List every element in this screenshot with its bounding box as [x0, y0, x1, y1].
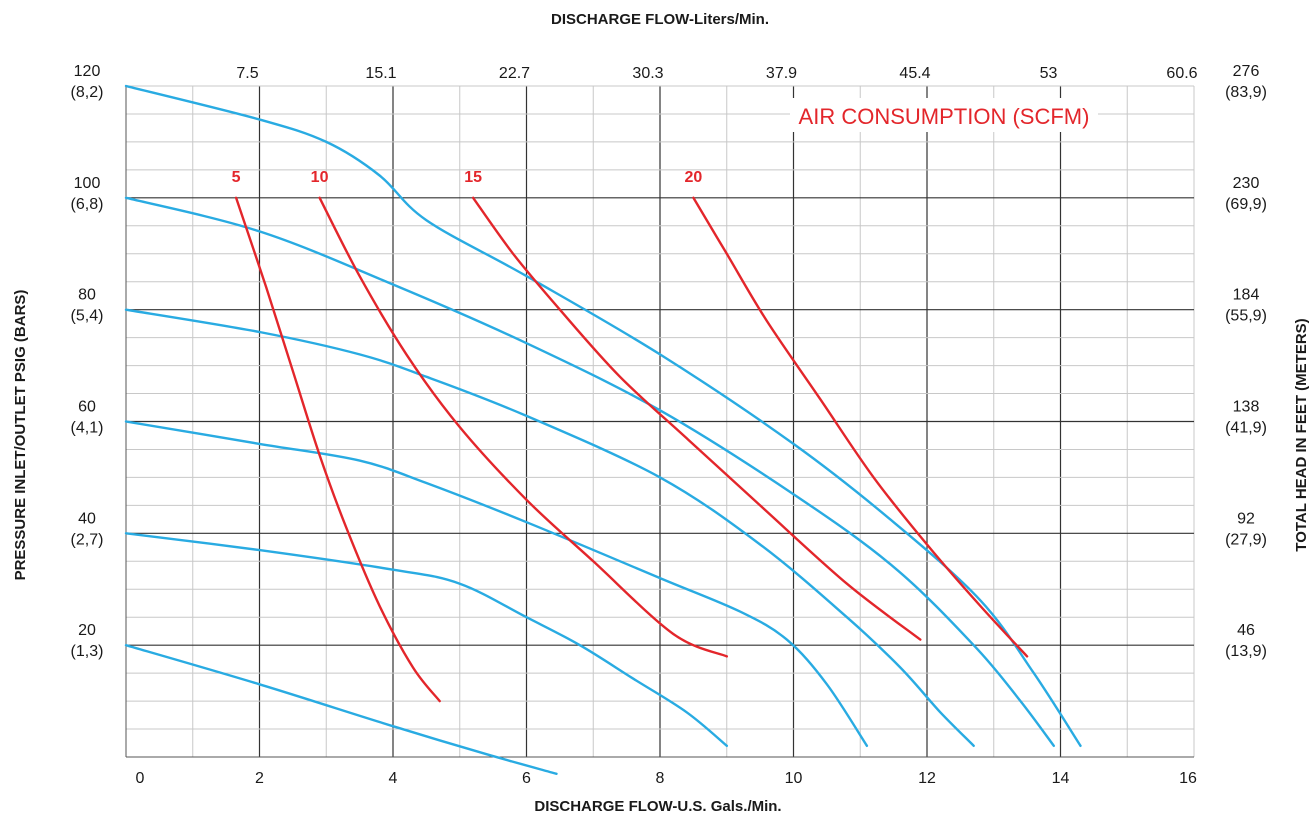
performance-curve-2	[124, 196, 1055, 747]
y-right-tick-ft: 184	[1233, 287, 1260, 304]
y-axis-right-title: TOTAL HEAD IN FEET (METERS)	[1293, 318, 1310, 551]
x-tick-label: 16	[1179, 770, 1197, 787]
performance-curve-3	[124, 308, 975, 747]
x-tick-label: 2	[255, 770, 264, 787]
air-consumption-curve-20	[692, 196, 1029, 658]
y-left-tick-bar: (6,8)	[71, 196, 104, 213]
x-tick-label: 10	[785, 770, 803, 787]
x-axis-top-title: DISCHARGE FLOW-Liters/Min.	[551, 11, 769, 28]
performance-curve-4	[124, 420, 869, 747]
y-left-tick-psig: 40	[78, 510, 96, 527]
x-tick-label: 0	[136, 770, 145, 787]
y-left-tick-bar: (1,3)	[71, 643, 104, 660]
performance-curve-1	[124, 84, 1082, 747]
x-top-tick-label: 30.3	[632, 65, 663, 82]
x-top-tick-label: 15.1	[365, 65, 396, 82]
air-consumption-annotation: AIR CONSUMPTION (SCFM)	[799, 104, 1090, 129]
y-right-tick-ft: 276	[1233, 63, 1260, 80]
x-tick-label: 4	[389, 770, 398, 787]
scfm-label-5: 5	[232, 169, 241, 186]
y-right-tick-m: (41,9)	[1225, 420, 1267, 437]
scfm-label-15: 15	[464, 169, 482, 186]
y-right-tick-m: (55,9)	[1225, 308, 1267, 325]
performance-curve-6	[124, 644, 558, 775]
y-right-tick-m: (13,9)	[1225, 643, 1267, 660]
air-consumption-curve-15	[471, 196, 922, 641]
y-left-tick-bar: (5,4)	[71, 308, 104, 325]
x-tick-label: 6	[522, 770, 531, 787]
y-left-tick-bar: (8,2)	[71, 84, 104, 101]
x-top-tick-label: 22.7	[499, 65, 530, 82]
x-top-tick-label: 45.4	[899, 65, 930, 82]
air-consumption-curve-10	[318, 196, 728, 658]
annotation-background	[790, 98, 1098, 132]
air-consumption-curve-5	[234, 196, 441, 703]
performance-curves	[124, 84, 1082, 775]
y-right-tick-m: (69,9)	[1225, 196, 1267, 213]
y-right-tick-ft: 92	[1237, 510, 1255, 527]
y-axis-left-title: PRESSURE INLET/OUTLET PSIG (BARS)	[12, 290, 29, 581]
y-left-tick-bar: (2,7)	[71, 531, 104, 548]
x-axis-bottom-title: DISCHARGE FLOW-U.S. Gals./Min.	[534, 798, 781, 815]
scfm-label-10: 10	[311, 169, 329, 186]
x-top-tick-label: 37.9	[766, 65, 797, 82]
x-tick-label: 14	[1052, 770, 1070, 787]
performance-curve-5	[124, 532, 728, 747]
x-top-tick-label: 7.5	[236, 65, 258, 82]
y-left-tick-psig: 80	[78, 287, 96, 304]
y-left-tick-psig: 100	[74, 175, 101, 192]
tick-labels: 0 2 4 6 8 10 12 14 167.5 15.1 22.7 30.3 37.9 45.4 53 60…	[71, 63, 1267, 787]
x-top-tick-label: 60.6	[1166, 65, 1197, 82]
y-left-tick-psig: 120	[74, 63, 101, 80]
y-left-tick-bar: (4,1)	[71, 420, 104, 437]
y-right-tick-ft: 138	[1233, 399, 1260, 416]
air-consumption-curves: 5 10 15 20	[232, 169, 1029, 703]
y-right-tick-m: (83,9)	[1225, 84, 1267, 101]
y-right-tick-ft: 46	[1237, 622, 1255, 639]
grid	[125, 85, 1195, 758]
y-left-tick-psig: 60	[78, 399, 96, 416]
x-tick-label: 12	[918, 770, 936, 787]
y-right-tick-ft: 230	[1233, 175, 1260, 192]
y-right-tick-m: (27,9)	[1225, 531, 1267, 548]
x-top-tick-label: 53	[1040, 65, 1058, 82]
y-left-tick-psig: 20	[78, 622, 96, 639]
x-tick-label: 8	[656, 770, 665, 787]
scfm-label-20: 20	[684, 169, 702, 186]
